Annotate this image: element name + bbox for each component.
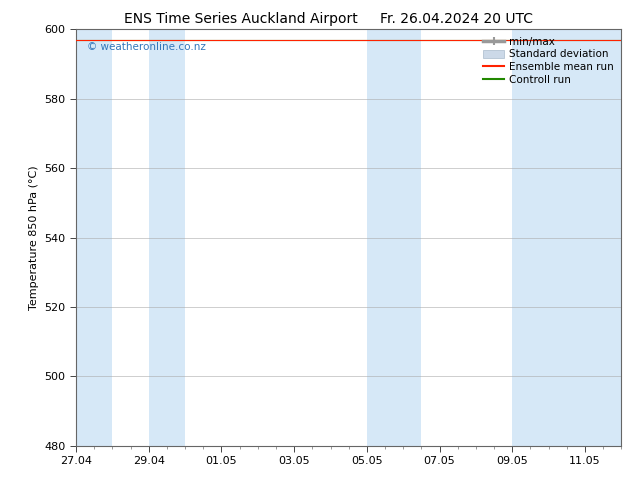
Text: Fr. 26.04.2024 20 UTC: Fr. 26.04.2024 20 UTC — [380, 12, 533, 26]
Text: ENS Time Series Auckland Airport: ENS Time Series Auckland Airport — [124, 12, 358, 26]
Bar — [76, 29, 112, 446]
Text: © weatheronline.co.nz: © weatheronline.co.nz — [87, 42, 206, 52]
Bar — [367, 29, 422, 446]
Bar — [149, 29, 185, 446]
Legend: min/max, Standard deviation, Ensemble mean run, Controll run: min/max, Standard deviation, Ensemble me… — [481, 35, 616, 87]
Y-axis label: Temperature 850 hPa (°C): Temperature 850 hPa (°C) — [29, 165, 39, 310]
Bar — [512, 29, 621, 446]
